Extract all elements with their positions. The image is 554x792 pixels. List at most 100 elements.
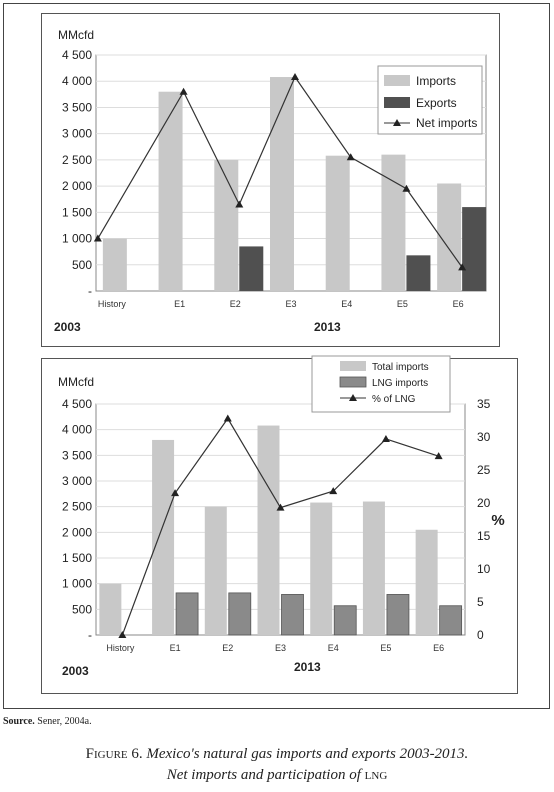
marker-net-imports: [458, 263, 467, 271]
legend-swatch-total-imports: [340, 361, 366, 371]
legend-label-exports: Exports: [416, 96, 457, 110]
marker-net-imports: [291, 73, 299, 81]
year-label-2013: 2013: [314, 320, 341, 334]
x-tick-label: E4: [328, 643, 339, 653]
marker-pct-lng: [381, 434, 390, 442]
chart-lng-participation: - 500 1 000 1 500 2 000 2 500 3 000 3 500 4 000 4…: [58, 355, 505, 678]
y-tick-label: 3 000: [62, 474, 92, 488]
caption-line-2: Net imports and participation of lng: [0, 765, 554, 786]
y-tick-label: 1 500: [62, 205, 92, 219]
x-tick-label: E2: [222, 643, 233, 653]
y-tick-label: 1 000: [62, 577, 92, 591]
y-tick-label: 2 000: [62, 179, 92, 193]
x-tick-label: E4: [341, 299, 352, 309]
bar-total-imports: [99, 583, 122, 635]
x-tick-label: E1: [174, 299, 185, 309]
legend-swatch-exports: [384, 97, 410, 108]
caption-line-1: Figure 6. Mexico's natural gas imports a…: [0, 744, 554, 765]
x-tick-label: E6: [433, 643, 444, 653]
chart-panel-lng: - 500 1 000 1 500 2 000 2 500 3 000 3 500 4 000 4…: [41, 355, 518, 694]
bar-total-imports: [310, 502, 333, 635]
chart-imports-exports: - 500 1 000 1 500 2 000 2 500 3 000 3 500 4 000 4…: [54, 28, 487, 334]
x-tick-label: E1: [170, 643, 181, 653]
y-tick-label: 3 000: [62, 127, 92, 141]
bar-total-imports: [362, 501, 385, 635]
bar-imports: [214, 159, 239, 291]
caption-title: Mexico's natural gas imports and exports…: [146, 746, 469, 762]
plot-area: [95, 403, 466, 636]
source-text: Sener, 2004a.: [37, 716, 92, 727]
y-tick-label: 500: [72, 602, 92, 616]
marker-pct-lng: [118, 631, 127, 638]
x-tick-label: E3: [275, 643, 286, 653]
caption-subtitle: Net imports and participation of: [166, 767, 361, 783]
y-tick-label: 500: [72, 258, 92, 272]
figure-frame: - 500 1 000 1 500 2 000 2 500 3 000 3 500 4 000 4…: [3, 3, 550, 709]
bar-imports: [158, 91, 183, 291]
marker-net-imports: [346, 153, 355, 161]
y-axis-unit: MMcfd: [58, 375, 94, 389]
y2-axis-unit: %: [491, 512, 504, 529]
x-tick-label: E2: [230, 299, 241, 309]
chart-panel-imports-exports: - 500 1 000 1 500 2 000 2 500 3 000 3 500 4 000 4…: [41, 13, 500, 347]
bar-total-imports: [257, 425, 280, 635]
marker-net-imports: [402, 184, 411, 192]
marker-net-imports: [93, 234, 102, 242]
y-tick-label: 3 500: [62, 448, 92, 462]
marker-net-imports: [235, 200, 244, 208]
legend-label-pct-lng: % of LNG: [372, 394, 416, 405]
marker-net-imports: [179, 87, 188, 95]
bar-total-imports: [152, 439, 175, 635]
y-tick-label: 4 000: [62, 74, 92, 88]
y-axis-unit: MMcfd: [58, 28, 94, 42]
y-tick-label: 4 500: [62, 48, 92, 62]
marker-pct-lng: [329, 487, 338, 495]
y-tick-label: 1 000: [62, 232, 92, 246]
bar-exports: [462, 207, 487, 291]
x-tick-label: History: [106, 643, 135, 653]
y2-tick-label: 35: [477, 397, 491, 411]
year-label-2003: 2003: [62, 664, 89, 678]
marker-pct-lng: [276, 503, 285, 511]
legend-box: [311, 355, 451, 413]
x-tick-label: E3: [285, 299, 296, 309]
y-tick-label: 1 500: [62, 551, 92, 565]
y-tick-label: 4 000: [62, 423, 92, 437]
y-tick-label: -: [88, 628, 92, 642]
x-tick-label: E5: [380, 643, 391, 653]
bar-exports: [239, 246, 264, 291]
bar-lng-imports: [175, 592, 199, 636]
y2-tick-label: 30: [477, 430, 491, 444]
source-label: Source.: [3, 716, 35, 727]
x-tick-label: History: [98, 299, 127, 309]
y-tick-label: -: [88, 284, 92, 298]
legend-marker-pct-lng: [349, 394, 357, 401]
y-tick-label: 2 000: [62, 525, 92, 539]
y-tick-label: 4 500: [62, 397, 92, 411]
marker-pct-lng: [223, 414, 232, 422]
y2-tick-label: 10: [477, 562, 491, 576]
bar-imports: [102, 238, 127, 291]
x-tick-label: E6: [453, 299, 464, 309]
bar-imports: [381, 154, 406, 291]
bar-total-imports: [204, 506, 227, 635]
y2-tick-label: 15: [477, 529, 491, 543]
legend-label-net-imports: Net imports: [416, 116, 477, 130]
bar-imports: [325, 155, 350, 291]
y-tick-label: 3 500: [62, 100, 92, 114]
caption-figure-number: Figure 6.: [85, 746, 143, 762]
legend-swatch-imports: [384, 75, 410, 86]
legend-label-total-imports: Total imports: [372, 362, 429, 373]
legend-label-imports: Imports: [416, 74, 456, 88]
y-tick-label: 2 500: [62, 500, 92, 514]
marker-pct-lng: [171, 489, 180, 497]
x-tick-label: E5: [397, 299, 408, 309]
caption-lng: lng: [364, 767, 388, 783]
year-label-2013: 2013: [294, 660, 321, 674]
bar-imports: [270, 77, 294, 291]
y2-tick-label: 20: [477, 496, 491, 510]
bar-total-imports: [415, 529, 438, 635]
figure-caption: Figure 6. Mexico's natural gas imports a…: [0, 744, 554, 786]
y2-tick-label: 5: [477, 595, 484, 609]
bar-lng-imports: [228, 592, 252, 636]
